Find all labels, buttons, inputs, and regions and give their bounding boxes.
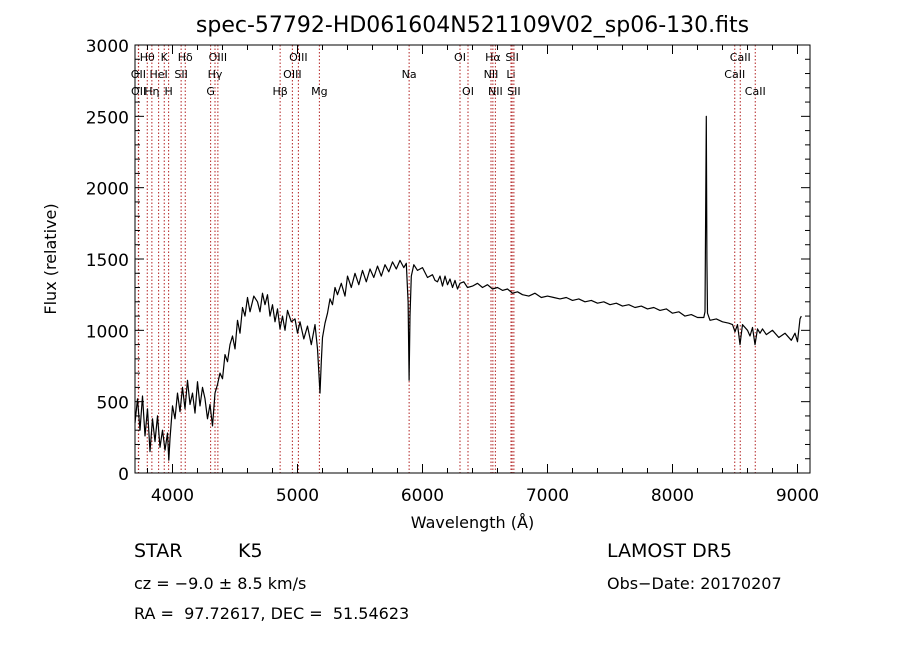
x-tick-label: 8000 <box>651 486 694 506</box>
line-marker-label: H <box>164 85 172 98</box>
x-tick-label: 7000 <box>526 486 569 506</box>
spectrum-series <box>134 115 802 461</box>
object-class: STAR <box>134 540 183 562</box>
x-tick-label: 4000 <box>151 486 194 506</box>
x-tick-label: 6000 <box>401 486 444 506</box>
line-marker-label: Hθ <box>140 51 155 64</box>
y-tick-label: 1500 <box>86 251 129 271</box>
line-marker-label: CaII <box>730 51 751 64</box>
line-marker-label: Hβ <box>272 85 287 98</box>
line-marker-label: SII <box>505 51 518 64</box>
observation-date: Obs−Date: 20170207 <box>607 574 782 593</box>
line-marker-label: OIII <box>289 51 307 64</box>
line-marker-label: CaII <box>724 68 745 81</box>
y-axis-label: Flux (relative) <box>41 203 60 314</box>
line-marker-label: Hη <box>144 85 159 98</box>
plot-frame <box>134 44 811 474</box>
line-marker-label: Hα <box>485 51 501 64</box>
x-tick-label: 9000 <box>776 486 819 506</box>
spectrum-line <box>134 115 802 461</box>
line-marker-label: SII <box>174 68 187 81</box>
line-marker-label: NII <box>484 68 499 81</box>
x-tick-label: 5000 <box>276 486 319 506</box>
x-axis-label: Wavelength (Å) <box>411 513 534 532</box>
line-marker-label: K <box>161 51 169 64</box>
line-marker-label: CaII <box>745 85 766 98</box>
coordinates: RA = 97.72617, DEC = 51.54623 <box>134 604 410 623</box>
y-tick-label: 1000 <box>86 322 129 342</box>
survey-name: LAMOST DR5 <box>607 540 732 562</box>
line-marker-label: OI <box>454 51 466 64</box>
y-tick-label: 3000 <box>86 37 129 57</box>
redshift-cz: cz = −9.0 ± 8.5 km/s <box>134 574 307 593</box>
line-marker-label: Mg <box>311 85 327 98</box>
line-marker-label: Na <box>402 68 417 81</box>
line-marker-label: SII <box>507 85 520 98</box>
y-tick-label: 2000 <box>86 180 129 200</box>
line-marker-label: OIII <box>209 51 227 64</box>
line-marker-label: Hδ <box>178 51 193 64</box>
line-marker-label: Hγ <box>208 68 223 81</box>
line-marker-label: OI <box>462 85 474 98</box>
y-tick-label: 2500 <box>86 108 129 128</box>
y-tick-label: 500 <box>97 394 129 414</box>
object-subclass: K5 <box>238 540 263 562</box>
line-marker-label: NII <box>488 85 503 98</box>
y-tick-label: 0 <box>118 465 129 485</box>
line-marker-label: HeI <box>149 68 167 81</box>
line-marker-label: G <box>206 85 215 98</box>
line-marker-label: OIII <box>283 68 301 81</box>
chart-title: spec-57792-HD061604N521109V02_sp06-130.f… <box>196 13 749 38</box>
line-marker-label: Li <box>506 68 515 81</box>
axis-ticks: 4000 5000 6000 7000 8000 9000 0 500 1000 1500 2000… <box>86 37 819 506</box>
